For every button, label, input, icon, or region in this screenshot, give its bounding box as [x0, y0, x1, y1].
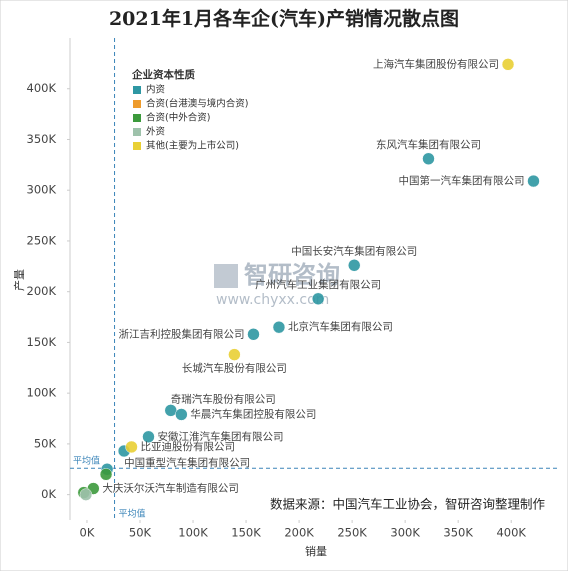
x-tick-label: 400K	[496, 526, 526, 540]
legend-label: 其他(主要为上市公司)	[146, 140, 239, 152]
x-tick-label: 100K	[178, 526, 208, 540]
x-tick-label: 200K	[284, 526, 314, 540]
watermark-brand: 智研咨询	[244, 261, 340, 289]
x-tick-label: 300K	[390, 526, 420, 540]
point-label: 浙江吉利控股集团有限公司	[118, 327, 244, 340]
point-label: 长城汽车股份有限公司	[182, 362, 287, 375]
data-point	[164, 404, 178, 417]
point-label: 中国重型汽车集团有限公司	[124, 456, 250, 469]
point-label: 奇瑞汽车股份有限公司	[171, 392, 276, 405]
data-point	[228, 348, 241, 361]
y-tick-label: 300K	[27, 183, 57, 197]
x-axis-title: 销量	[305, 544, 327, 558]
legend-swatch	[133, 128, 141, 136]
point-label: 中国第一汽车集团有限公司	[398, 174, 524, 187]
data-point	[247, 328, 260, 341]
data-point	[311, 292, 325, 306]
x-tick-label: 150K	[231, 526, 261, 540]
y-tick-label: 200K	[27, 284, 57, 298]
x-tick-label: 250K	[337, 526, 367, 540]
data-point	[272, 320, 286, 334]
y-tick-label: 350K	[27, 132, 57, 146]
y-tick-label: 250K	[27, 233, 57, 247]
y-axis-title: 产量	[12, 269, 26, 291]
point-label: 大庆沃尔沃汽车制造有限公司	[102, 482, 239, 495]
data-point	[125, 440, 138, 454]
x-tick-label: 0K	[80, 526, 95, 540]
data-point	[347, 259, 361, 272]
data-point	[142, 430, 155, 444]
point-label: 中国长安汽车集团有限公司	[291, 244, 417, 257]
x-tick-label: 50K	[129, 526, 152, 540]
legend-swatch	[133, 114, 141, 122]
point-label: 北京汽车集团有限公司	[288, 320, 393, 333]
source-note: 数据来源：中国汽车工业协会，智研咨询整理制作	[270, 497, 546, 512]
legend-label: 外资	[146, 126, 166, 138]
y-tick-label: 50K	[34, 436, 57, 450]
point-label: 华晨汽车集团控股有限公司	[190, 407, 316, 420]
watermark-url: www.chyxx.com	[216, 292, 329, 308]
legend-label: 内资	[146, 84, 166, 96]
point-label: 上海汽车集团股份有限公司	[373, 57, 499, 70]
point-label: 比亚迪股份有限公司	[141, 440, 236, 453]
legend-swatch	[133, 86, 141, 94]
data-point	[501, 58, 515, 71]
data-point	[99, 468, 113, 481]
data-point	[527, 174, 540, 188]
y-tick-label: 0K	[41, 487, 56, 501]
legend-swatch	[133, 100, 141, 108]
legend-title: 企业资本性质	[131, 68, 195, 81]
point-label: 安徽江淮汽车集团有限公司	[157, 430, 283, 443]
chart-title: 2021年1月各车企(汽车)产销情况散点图	[109, 7, 459, 30]
legend-label: 合资(台港澳与境内合资)	[146, 98, 248, 110]
x-tick-label: 350K	[443, 526, 473, 540]
y-tick-label: 150K	[27, 335, 57, 349]
legend-swatch	[133, 142, 141, 150]
y-tick-label: 400K	[27, 81, 57, 95]
data-point	[422, 152, 435, 166]
average-label: 平均值	[73, 455, 100, 467]
legend-label: 合资(中外合资)	[146, 112, 210, 124]
point-label: 东风汽车集团有限公司	[376, 138, 481, 151]
average-label: 平均值	[119, 508, 146, 520]
y-tick-label: 100K	[27, 386, 57, 400]
point-label: 广州汽车工业集团有限公司	[255, 278, 381, 291]
watermark-logo	[214, 264, 238, 288]
data-point	[175, 408, 188, 421]
data-point	[79, 488, 93, 501]
